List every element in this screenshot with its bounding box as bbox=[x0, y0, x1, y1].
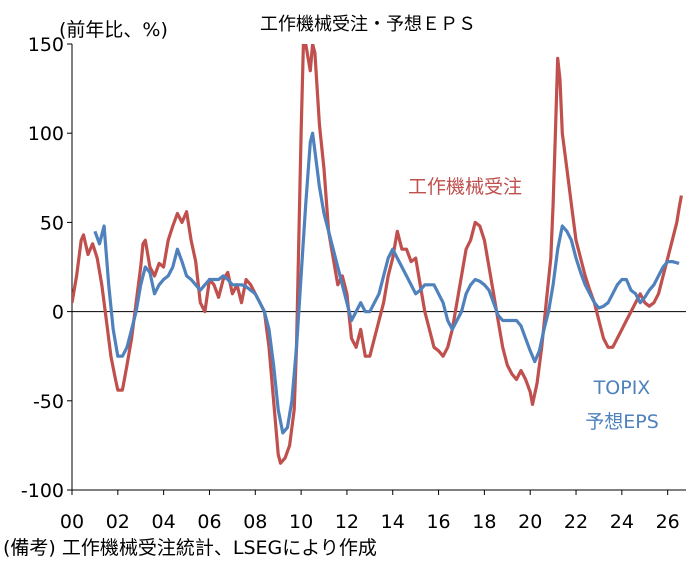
x-tick-label: 18 bbox=[472, 511, 496, 533]
y-tick-label: 150 bbox=[28, 34, 64, 56]
y-tick-label: 100 bbox=[28, 123, 64, 145]
x-tick-label: 14 bbox=[381, 511, 405, 533]
y-tick-label: -100 bbox=[21, 480, 64, 502]
series-labels: 工作機械受注 TOPIX 予想EPS bbox=[408, 176, 659, 433]
y-tick-label: -50 bbox=[33, 391, 64, 413]
x-tick-label: 26 bbox=[656, 511, 680, 533]
series-label: 工作機械受注 bbox=[408, 176, 522, 198]
x-tick-label: 20 bbox=[518, 511, 542, 533]
x-tick-label: 10 bbox=[289, 511, 313, 533]
x-tick-label: 04 bbox=[152, 511, 176, 533]
series-line-topix-eps bbox=[93, 131, 680, 435]
series-label: TOPIX bbox=[593, 377, 651, 399]
source-note: (備考) 工作機械受注統計、LSEGにより作成 bbox=[3, 537, 377, 559]
plot-area bbox=[71, 44, 686, 491]
x-tick-label: 00 bbox=[60, 511, 84, 533]
x-tick-label: 02 bbox=[106, 511, 130, 533]
y-tick-label: 0 bbox=[52, 302, 64, 324]
x-tick-label: 24 bbox=[610, 511, 634, 533]
chart-title: 工作機械受注・予想ＥＰＳ bbox=[260, 14, 476, 35]
y-tick-label: 50 bbox=[40, 212, 64, 234]
series-label: 予想EPS bbox=[585, 411, 659, 433]
x-tick-label: 22 bbox=[564, 511, 588, 533]
series-lines bbox=[72, 44, 683, 465]
x-tick-label: 12 bbox=[335, 511, 359, 533]
series-line-machine-tool-orders bbox=[72, 44, 683, 465]
x-tick-label: 16 bbox=[426, 511, 450, 533]
axis-ticks: 150 100 50 0 -50 -100 00 02 04 06 08 10 12 14 16 18 20 22… bbox=[21, 34, 680, 533]
y-axis-label: (前年比、%) bbox=[59, 19, 168, 41]
x-tick-label: 06 bbox=[197, 511, 221, 533]
x-tick-label: 08 bbox=[243, 511, 267, 533]
